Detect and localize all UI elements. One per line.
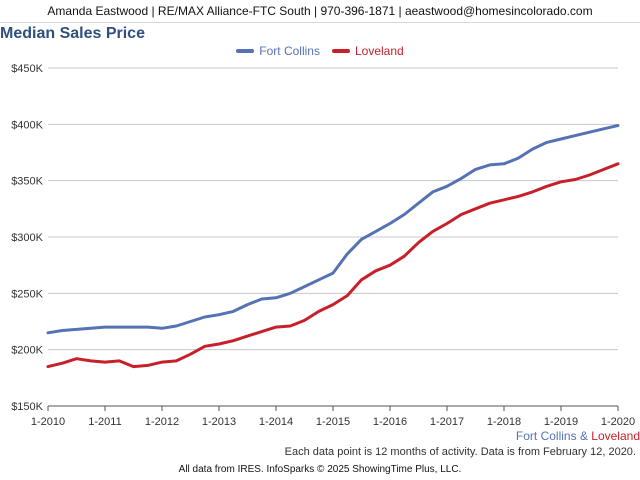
x-tick-label: 1-2011 [88,416,121,428]
series-line-fort-collins [46,124,620,335]
y-tick-label: $350K [11,176,43,188]
y-tick-label: $200K [11,345,43,357]
series-layer [46,124,620,369]
legend-label-loveland: Loveland [354,44,404,58]
legend-item-loveland[interactable]: Loveland [331,44,404,58]
series-note-ampersand: & [576,429,592,443]
chart-title: Median Sales Price [0,25,145,42]
line-chart: $150K $200K $250K $300K $350K $400K $450K 1-201… [11,63,635,428]
x-tick-label: 1-2012 [145,416,179,428]
x-tick-label: 1-2017 [430,416,464,428]
y-tick-label: $300K [11,232,43,244]
x-tick-label: 1-2015 [316,416,350,428]
series-note: Fort Collins & Loveland [516,429,640,443]
y-tick-label: $250K [11,288,43,300]
x-tick-label: 1-2014 [259,416,293,428]
y-tick-label: $150K [11,401,43,413]
contact-text: Amanda Eastwood | RE/MAX Alliance-FTC So… [47,4,593,18]
y-tick-label: $400K [11,119,43,131]
footer-attribution: All data from IRES. InfoSparks © 2025 Sh… [178,464,462,475]
legend-swatch-fort-collins [236,49,255,53]
series-note-loveland: Loveland [591,429,640,443]
x-tick-label: 1-2013 [202,416,236,428]
series-note-fort-collins: Fort Collins [515,429,577,443]
axis-layer: $150K $200K $250K $300K $350K $400K $450K 1-201… [11,63,635,428]
x-tick-label: 1-2016 [373,416,407,428]
y-tick-label: $450K [11,63,43,75]
contact-banner: Amanda Eastwood | RE/MAX Alliance-FTC So… [0,0,640,23]
chart-legend: Fort Collins Loveland [0,44,640,58]
legend-item-fort-collins[interactable]: Fort Collins [236,44,320,58]
x-tick-label: 1-2010 [31,416,65,428]
series-line-loveland [46,162,620,369]
x-tick-label: 1-2019 [544,416,578,428]
coverage-note: Each data point is 12 months of activity… [284,446,636,458]
legend-swatch-loveland [331,49,350,53]
legend-label-fort-collins: Fort Collins [259,44,320,58]
x-tick-label: 1-2018 [487,416,521,428]
x-tick-label: 1-2020 [601,416,635,428]
grid-layer [48,67,618,407]
